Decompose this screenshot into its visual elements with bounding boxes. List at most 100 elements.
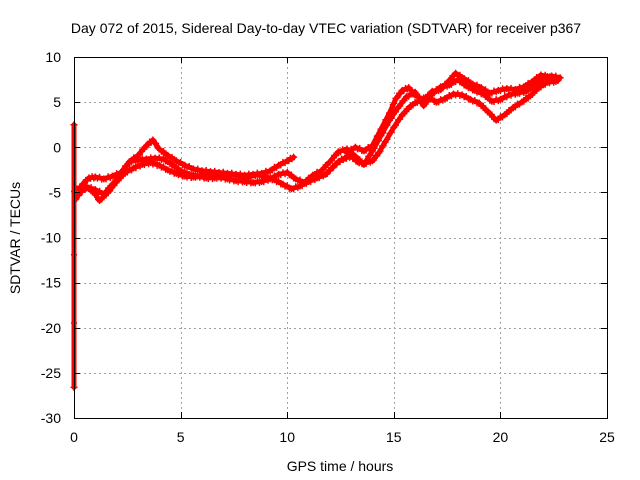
x-tick-label: 0	[70, 429, 78, 445]
data-point	[375, 131, 382, 138]
data-point	[533, 82, 540, 89]
data-point	[488, 111, 495, 118]
data-point	[96, 187, 103, 194]
data-point	[288, 171, 295, 178]
data-point	[531, 77, 538, 84]
data-point	[384, 136, 391, 143]
data-point	[85, 184, 92, 191]
data-point	[499, 96, 506, 103]
data-point	[480, 102, 487, 109]
x-axis-label: GPS time / hours	[287, 458, 394, 474]
data-point	[447, 76, 454, 83]
data-point	[503, 111, 510, 118]
data-point	[336, 158, 343, 165]
data-point	[529, 91, 536, 98]
y-axis-label: SDTVAR / TECUs	[7, 182, 23, 294]
data-point	[416, 93, 423, 100]
y-tick-label: -20	[41, 320, 61, 336]
data-point	[111, 182, 118, 189]
data-point	[465, 77, 472, 84]
data-point	[512, 104, 519, 111]
data-point	[363, 159, 370, 166]
data-point	[296, 176, 303, 183]
x-tick-label: 25	[599, 429, 615, 445]
y-tick-label: -10	[41, 230, 61, 246]
data-point	[422, 96, 429, 103]
data-point	[320, 166, 327, 173]
x-tick-label: 20	[493, 429, 509, 445]
data-point	[111, 173, 118, 180]
data-point	[311, 172, 318, 179]
data-point	[456, 71, 463, 78]
data-point	[392, 108, 399, 115]
data-point	[346, 149, 353, 156]
data-point	[152, 159, 159, 166]
data-point	[439, 85, 446, 92]
data-point	[160, 148, 167, 155]
y-tick-label: 5	[53, 94, 61, 110]
data-point	[554, 76, 562, 84]
data-point	[169, 153, 176, 160]
data-point	[330, 164, 337, 171]
data-point	[401, 97, 408, 104]
data-point	[367, 152, 374, 159]
data-point	[482, 86, 489, 93]
data-point	[285, 158, 292, 165]
series-track-d	[343, 69, 562, 157]
y-tick-label: -30	[41, 410, 61, 426]
x-tick-label: 5	[177, 429, 185, 445]
data-point	[380, 123, 387, 130]
data-series	[70, 69, 564, 391]
data-point	[137, 151, 144, 158]
data-point	[132, 165, 139, 172]
data-point	[275, 177, 282, 184]
data-point	[444, 95, 451, 102]
data-point	[514, 87, 521, 94]
data-point	[537, 84, 544, 91]
x-tick-label: 15	[386, 429, 402, 445]
data-point	[173, 163, 180, 170]
data-point	[377, 148, 384, 155]
data-point	[124, 169, 131, 176]
data-point	[269, 175, 276, 182]
data-point	[394, 94, 401, 101]
data-point	[93, 191, 100, 198]
y-tick-label: 10	[45, 49, 61, 65]
data-point	[115, 177, 122, 184]
data-point	[550, 74, 557, 81]
data-point	[169, 167, 176, 174]
data-point	[277, 162, 284, 169]
data-point	[141, 146, 148, 153]
x-tick-label: 10	[279, 429, 295, 445]
data-point	[463, 92, 470, 99]
data-point	[337, 149, 344, 156]
data-point	[397, 116, 404, 123]
chart-title: Day 072 of 2015, Sidereal Day-to-day VTE…	[71, 20, 581, 36]
data-point	[401, 110, 408, 117]
data-point	[363, 147, 370, 154]
data-point	[258, 171, 265, 178]
data-point	[164, 157, 171, 164]
data-point	[316, 175, 323, 182]
tick-labels: 0 5 10 15 20 25 -30 -25 -20 -15 -10 -5 0 5 10	[41, 49, 615, 445]
y-tick-label: -15	[41, 275, 61, 291]
data-point	[177, 170, 184, 177]
data-point	[260, 179, 267, 186]
data-point	[153, 140, 160, 147]
data-point	[303, 178, 310, 185]
data-point	[388, 107, 395, 114]
data-point	[177, 158, 184, 165]
data-point	[290, 153, 298, 161]
data-point	[520, 98, 527, 105]
data-point	[356, 144, 363, 151]
data-point	[145, 142, 152, 149]
data-point	[400, 87, 407, 94]
data-point	[405, 93, 412, 100]
data-point	[391, 100, 398, 107]
data-point	[522, 83, 529, 90]
data-point	[371, 139, 378, 146]
data-point	[269, 167, 276, 174]
data-point	[324, 170, 331, 177]
data-point	[211, 171, 218, 178]
